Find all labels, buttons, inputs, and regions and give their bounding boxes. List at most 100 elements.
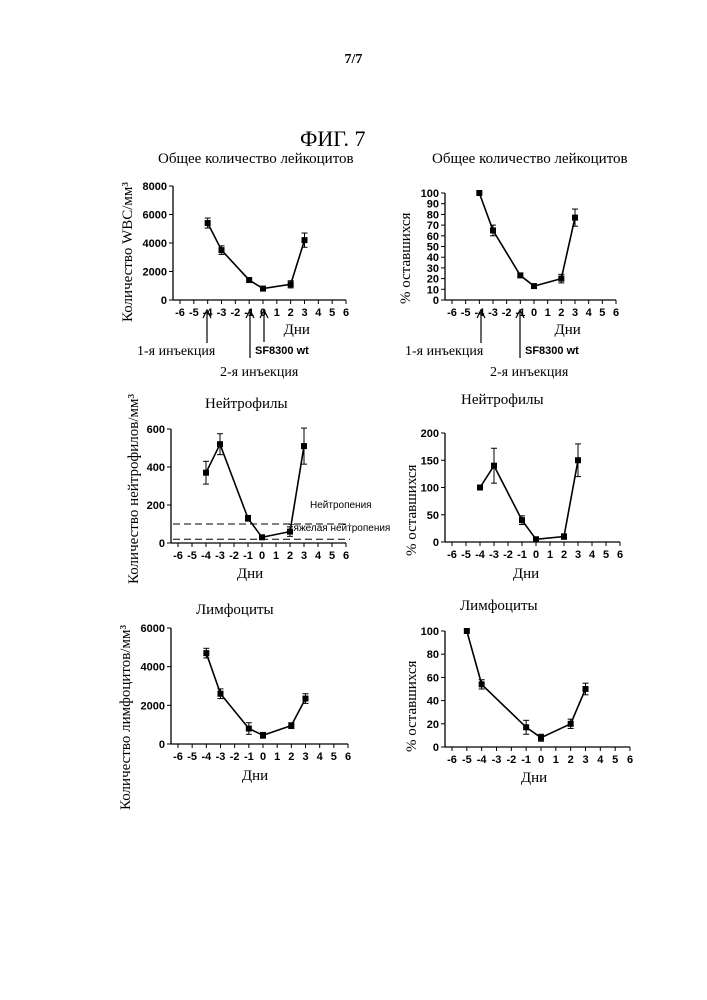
y-tick-label: 20 bbox=[427, 274, 439, 286]
y-tick-label: 100 bbox=[421, 626, 439, 638]
series-line bbox=[479, 193, 575, 286]
x-tick-label: 3 bbox=[572, 307, 578, 319]
x-tick-label: 2 bbox=[561, 549, 567, 561]
series-line bbox=[206, 444, 304, 537]
y-tick-label: 6000 bbox=[143, 210, 167, 222]
y-tick-label: 200 bbox=[147, 500, 165, 512]
y-tick-label: 0 bbox=[433, 742, 439, 754]
x-tick-label: 5 bbox=[329, 307, 335, 319]
data-point bbox=[303, 696, 309, 702]
data-point bbox=[476, 190, 482, 196]
y-tick-label: 50 bbox=[427, 242, 439, 254]
x-tick-label: -2 bbox=[502, 307, 512, 319]
y-tick-label: 0 bbox=[433, 295, 439, 307]
y-tick-label: 0 bbox=[159, 538, 165, 550]
x-tick-label: 4 bbox=[597, 754, 604, 766]
x-tick-label: -5 bbox=[187, 751, 197, 763]
data-point bbox=[205, 220, 211, 226]
x-tick-label: 0 bbox=[531, 307, 537, 319]
data-point bbox=[575, 457, 581, 463]
y-tick-label: 2000 bbox=[141, 700, 165, 712]
x-tick-label: -5 bbox=[461, 549, 471, 561]
x-tick-label: 0 bbox=[260, 751, 266, 763]
x-tick-label: -3 bbox=[215, 550, 225, 562]
x-tick-label: 2 bbox=[568, 754, 574, 766]
x-tick-label: 5 bbox=[603, 549, 609, 561]
series-line bbox=[208, 223, 305, 289]
x-tick-label: 6 bbox=[617, 549, 623, 561]
chart-panel-5: 0200040006000-6-5-4-3-2-10123456Дни bbox=[141, 623, 352, 784]
x-tick-label: -3 bbox=[216, 751, 226, 763]
series-line bbox=[480, 460, 578, 539]
data-point bbox=[288, 281, 294, 287]
x-tick-label: -4 bbox=[475, 549, 486, 561]
x-tick-label: 3 bbox=[302, 751, 308, 763]
x-tick-label: 1 bbox=[545, 307, 551, 319]
y-tick-label: 100 bbox=[421, 188, 439, 200]
y-tick-label: 80 bbox=[427, 209, 439, 221]
y-tick-label: 400 bbox=[147, 462, 165, 474]
data-point bbox=[302, 237, 308, 243]
data-point bbox=[568, 721, 574, 727]
x-tick-label: -5 bbox=[461, 307, 471, 319]
x-tick-label: -5 bbox=[462, 754, 472, 766]
x-tick-label: 1 bbox=[553, 754, 559, 766]
x-tick-label: 3 bbox=[582, 754, 588, 766]
x-tick-label: 4 bbox=[589, 549, 596, 561]
x-tick-label: 1 bbox=[274, 751, 280, 763]
x-axis-label: Дни bbox=[284, 322, 310, 338]
x-tick-label: 4 bbox=[315, 550, 322, 562]
x-tick-label: -3 bbox=[489, 549, 499, 561]
x-tick-label: -6 bbox=[173, 550, 183, 562]
x-tick-label: -3 bbox=[488, 307, 498, 319]
x-tick-label: 6 bbox=[627, 754, 633, 766]
x-tick-label: 6 bbox=[613, 307, 619, 319]
x-tick-label: -1 bbox=[517, 549, 527, 561]
data-point bbox=[517, 272, 523, 278]
x-tick-label: 2 bbox=[558, 307, 564, 319]
y-tick-label: 0 bbox=[161, 295, 167, 307]
x-axis-label: Дни bbox=[242, 768, 268, 784]
x-tick-label: -4 bbox=[477, 754, 488, 766]
x-tick-label: 4 bbox=[315, 307, 322, 319]
y-tick-label: 60 bbox=[427, 231, 439, 243]
chart-panel-1: 02000400060008000-6-5-4-3-2-10123456Дни bbox=[143, 181, 350, 338]
x-tick-label: -2 bbox=[506, 754, 516, 766]
x-tick-label: -1 bbox=[244, 751, 254, 763]
data-point bbox=[558, 276, 564, 282]
x-tick-label: 4 bbox=[317, 751, 324, 763]
x-tick-label: -2 bbox=[503, 549, 513, 561]
y-tick-label: 200 bbox=[421, 428, 439, 440]
x-tick-label: 1 bbox=[274, 307, 280, 319]
x-axis-label: Дни bbox=[521, 770, 547, 786]
x-tick-label: -2 bbox=[230, 307, 240, 319]
data-point bbox=[583, 686, 589, 692]
y-tick-label: 4000 bbox=[141, 662, 165, 674]
data-point bbox=[464, 628, 470, 634]
x-tick-label: -4 bbox=[201, 550, 212, 562]
data-point bbox=[246, 277, 252, 283]
data-point bbox=[519, 517, 525, 523]
data-point bbox=[479, 681, 485, 687]
data-point bbox=[523, 724, 529, 730]
chart-panel-4: 050100150200-6-5-4-3-2-10123456Дни bbox=[421, 428, 623, 582]
y-tick-label: 20 bbox=[427, 719, 439, 731]
data-point bbox=[245, 515, 251, 521]
chart-panel-6: 020406080100-6-5-4-3-2-10123456Дни bbox=[421, 626, 633, 786]
data-point bbox=[259, 534, 265, 540]
x-tick-label: -5 bbox=[189, 307, 199, 319]
x-tick-label: -6 bbox=[447, 754, 457, 766]
data-point bbox=[219, 247, 225, 253]
x-tick-label: 6 bbox=[345, 751, 351, 763]
data-point bbox=[260, 286, 266, 292]
y-tick-label: 6000 bbox=[141, 623, 165, 635]
x-tick-label: 3 bbox=[301, 550, 307, 562]
x-tick-label: -5 bbox=[187, 550, 197, 562]
x-tick-label: -3 bbox=[217, 307, 227, 319]
data-point bbox=[246, 726, 252, 732]
data-point bbox=[287, 529, 293, 535]
x-tick-label: -2 bbox=[230, 751, 240, 763]
x-tick-label: -6 bbox=[447, 307, 457, 319]
y-tick-label: 50 bbox=[427, 510, 439, 522]
y-tick-label: 10 bbox=[427, 284, 439, 296]
